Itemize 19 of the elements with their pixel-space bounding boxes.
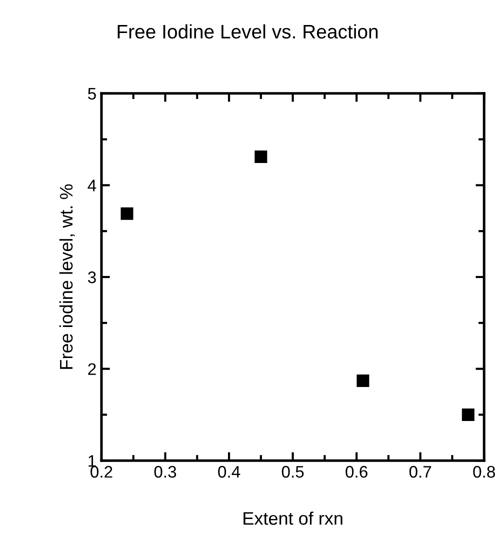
point (120, 207, 134, 220)
x-tick-label: 0.6 (346, 466, 368, 478)
point (462, 408, 474, 421)
chart-title: Free Iodine Level vs. Reaction (118, 24, 378, 39)
y-tick-label: 2 (88, 363, 96, 375)
x-tick-label: 0.8 (473, 466, 495, 478)
x-tick-label: 0.2 (90, 466, 112, 478)
point (356, 374, 370, 388)
y-axis-title: Free iodine level, wt. % (59, 184, 75, 369)
y-tick-label: 5 (88, 88, 96, 100)
y-tick-label: 3 (88, 271, 96, 284)
x-tick-label: 0.7 (409, 466, 432, 478)
y-tick-label: 4 (88, 180, 96, 192)
x-tick-label: 0.5 (282, 466, 304, 478)
x-axis-title: Extent of rxn (244, 512, 342, 525)
x-tick-label: 0.4 (218, 466, 240, 478)
point (254, 150, 268, 164)
y-tick-label: 1 (88, 455, 96, 467)
x-tick-label: 0.3 (154, 466, 176, 478)
